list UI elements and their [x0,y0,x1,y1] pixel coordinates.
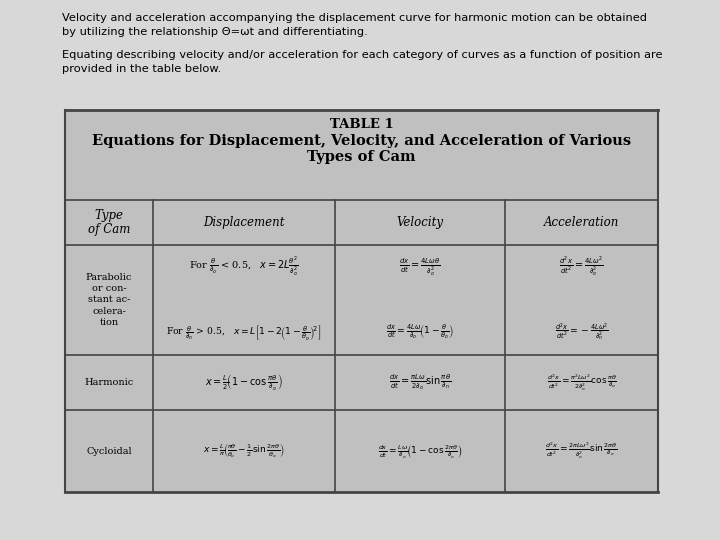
Text: $\frac{d^2x}{dt^2} = \frac{\pi^2 L\omega^2}{2\partial_o^2}\cos\frac{\pi\theta}{\: $\frac{d^2x}{dt^2} = \frac{\pi^2 L\omega… [546,373,616,393]
Text: Type
of Cam: Type of Cam [88,208,130,237]
Text: $\frac{d^2x}{dt^2} = -\frac{4L\omega^2}{\partial_n^2}$: $\frac{d^2x}{dt^2} = -\frac{4L\omega^2}{… [554,322,608,343]
Text: For $\frac{\theta}{\partial_n}$ > 0.5,   $x = L\left[1-2\!\left(1-\frac{\theta}{: For $\frac{\theta}{\partial_n}$ > 0.5, $… [166,323,322,342]
Text: Parabolic
or con-
stant ac-
celera-
tion: Parabolic or con- stant ac- celera- tion [86,273,132,327]
Text: TABLE 1: TABLE 1 [330,118,393,131]
Text: $\frac{d^2x}{dt^2} = \frac{4L\omega^2}{\partial_o^2}$: $\frac{d^2x}{dt^2} = \frac{4L\omega^2}{\… [559,256,604,279]
Bar [65,110,658,200]
Text: $\frac{dx}{dt} = \frac{\pi L\omega}{2\partial_o}\sin\frac{\pi\theta}{\partial_n}: $\frac{dx}{dt} = \frac{\pi L\omega}{2\pa… [389,373,451,392]
Text: Equations for Displacement, Velocity, and Acceleration of Various: Equations for Displacement, Velocity, an… [92,134,631,148]
Text: $\frac{dx}{dt} = \frac{4L\omega}{\partial_o}\!\left(1-\frac{\theta}{\theta_o}\ri: $\frac{dx}{dt} = \frac{4L\omega}{\partia… [386,323,454,341]
Text: by utilizing the relationship Θ=ωt and differentiating.: by utilizing the relationship Θ=ωt and d… [62,27,368,37]
Text: Velocity: Velocity [397,216,444,229]
Text: Velocity and acceleration accompanying the displacement curve for harmonic motio: Velocity and acceleration accompanying t… [62,13,647,23]
Text: $x = \frac{L}{2}\!\left(1-\cos\frac{\pi\theta}{\partial_o}\right)$: $x = \frac{L}{2}\!\left(1-\cos\frac{\pi\… [205,373,283,393]
Text: Harmonic: Harmonic [84,378,134,387]
Bar [65,110,658,492]
Text: Displacement: Displacement [203,216,284,229]
Text: For $\frac{\theta}{\partial_o}$ < 0.5,   $x = 2L\frac{\theta^2}{\partial_o^2}$: For $\frac{\theta}{\partial_o}$ < 0.5, $… [189,256,299,279]
Text: Types of Cam: Types of Cam [307,150,415,164]
Text: $\frac{dx}{dt} = \frac{L\omega}{\partial_o}\!\left(1-\cos\frac{2\pi\theta}{\part: $\frac{dx}{dt} = \frac{L\omega}{\partial… [378,442,462,460]
Text: Acceleration: Acceleration [544,216,619,229]
Text: Equating describing velocity and/or acceleration for each category of curves as : Equating describing velocity and/or acce… [62,50,662,60]
Text: $\frac{d^2x}{dt^2} = \frac{2\pi L\omega^2}{\partial_o^2}\sin\frac{2\pi\theta}{\p: $\frac{d^2x}{dt^2} = \frac{2\pi L\omega^… [545,441,618,461]
Text: Cycloidal: Cycloidal [86,447,132,456]
Text: $\frac{dx}{dt} = \frac{4L\omega\theta}{\partial_o^2}$: $\frac{dx}{dt} = \frac{4L\omega\theta}{\… [399,256,441,278]
Text: provided in the table below.: provided in the table below. [62,64,221,74]
Text: $x = \frac{L}{\pi}\!\left(\frac{\pi\theta}{\theta_o}-\frac{1}{2}\sin\frac{2\pi\t: $x = \frac{L}{\pi}\!\left(\frac{\pi\thet… [203,442,284,460]
